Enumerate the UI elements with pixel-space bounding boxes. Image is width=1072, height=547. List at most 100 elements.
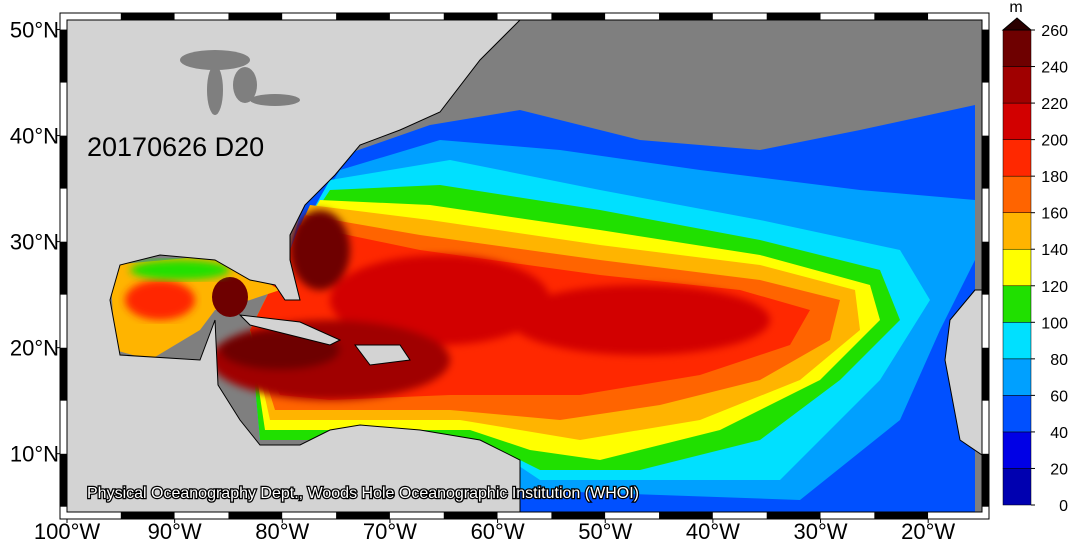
frame-stripe — [389, 13, 444, 20]
land-hispaniola — [354, 344, 411, 366]
frame-stripe — [982, 453, 989, 507]
frame-stripe — [659, 13, 713, 20]
frame-stripe — [766, 13, 821, 20]
frame-stripe — [982, 400, 989, 454]
frame-stripe — [982, 188, 989, 242]
frame-stripe — [60, 453, 67, 507]
frame-stripe — [443, 13, 498, 20]
date-label: 20170626 D20 — [87, 132, 264, 162]
map-area — [67, 20, 982, 512]
y-tick-label: 20°N — [10, 336, 59, 361]
frame-stripe — [389, 512, 444, 519]
colorbar-tick-label: 140 — [1041, 242, 1068, 259]
y-tick-label: 50°N — [10, 18, 59, 43]
colorbar-segment — [1002, 175, 1032, 213]
land-africa — [944, 289, 982, 456]
frame-stripe — [60, 82, 67, 136]
frame-stripe — [982, 347, 989, 401]
map-frame — [59, 12, 990, 520]
y-tick-label: 10°N — [10, 442, 59, 467]
frame-stripe — [982, 241, 989, 295]
frame-stripe — [228, 13, 283, 20]
colorbar-tick-label: 80 — [1050, 352, 1068, 369]
frame-stripe — [874, 512, 929, 519]
x-tick-label: 100°W — [34, 519, 101, 542]
frame-stripe — [228, 512, 283, 519]
frame-stripe — [820, 13, 875, 20]
colorbar-segment — [1002, 431, 1032, 469]
frame-stripe — [659, 512, 713, 519]
heat-field — [110, 105, 975, 512]
colorbar-segment — [1002, 139, 1032, 177]
colorbar-tick-label: 100 — [1041, 315, 1068, 332]
y-tick-label: 30°N — [10, 230, 59, 255]
frame-stripe — [712, 13, 767, 20]
colorbar-tick-label: 160 — [1041, 206, 1068, 223]
x-tick-label: 50°W — [578, 519, 632, 542]
frame-stripe — [60, 20, 67, 30]
colorbar-over-arrow — [1001, 17, 1033, 31]
x-tick-label: 80°W — [255, 519, 309, 542]
x-tick-label: 30°W — [794, 519, 848, 542]
colorbar-unit: m — [1009, 0, 1022, 16]
frame-stripe — [174, 512, 229, 519]
frame-stripe — [982, 20, 989, 30]
colorbar-tick-label: 200 — [1041, 133, 1068, 150]
frame-stripe — [60, 347, 67, 401]
colorbar-segment — [1002, 66, 1032, 104]
colorbar-tick-label: 0 — [1059, 498, 1068, 515]
frame-stripe — [174, 13, 229, 20]
frame-stripe — [928, 13, 982, 20]
x-tick-label: 40°W — [686, 519, 740, 542]
y-tick-label: 40°N — [10, 124, 59, 149]
colorbar-tick-label: 180 — [1041, 169, 1068, 186]
colorbar-segment — [1002, 468, 1032, 506]
frame-outline — [59, 12, 990, 520]
colorbar-segment — [1002, 102, 1032, 140]
colorbar-tick-label: 260 — [1041, 23, 1068, 40]
frame-stripe — [605, 13, 660, 20]
colorbar-segment — [1002, 29, 1032, 67]
frame-stripe — [60, 29, 67, 83]
frame-stripe — [120, 13, 175, 20]
frame-stripe — [928, 512, 982, 519]
frame-stripe — [874, 13, 929, 20]
frame-stripe — [60, 241, 67, 295]
colorbar-tick-label: 120 — [1041, 279, 1068, 296]
frame-stripe — [605, 512, 660, 519]
credit: Physical Oceanography Dept., Woods Hole … — [87, 485, 639, 502]
colorbar-tick-label: 60 — [1050, 388, 1068, 405]
frame-stripe — [67, 13, 121, 20]
frame-stripe — [60, 294, 67, 348]
frame-stripe — [982, 29, 989, 83]
colorbar-segment — [1002, 285, 1032, 323]
frame-stripe — [497, 13, 552, 20]
frame-stripe — [282, 13, 337, 20]
frame-stripe — [60, 400, 67, 454]
colorbar: 0 20 40 60 80 100 120 140 160 180 200 220 240 260 — [1001, 17, 1068, 515]
frame-stripe — [982, 82, 989, 136]
x-tick-label: 90°W — [148, 519, 202, 542]
frame-stripe — [766, 512, 821, 519]
frame-stripe — [336, 13, 390, 20]
frame-stripe — [60, 506, 67, 512]
land-cuba — [238, 314, 342, 346]
frame-stripe — [982, 135, 989, 189]
colorbar-tick-label: 240 — [1041, 60, 1068, 77]
colorbar-tick-label: 40 — [1050, 425, 1068, 442]
colorbar-tick-label: 220 — [1041, 96, 1068, 113]
colorbar-segment — [1002, 322, 1032, 360]
frame-stripe — [497, 512, 552, 519]
frame-stripe — [443, 512, 498, 519]
colorbar-segment — [1002, 248, 1032, 287]
frame-stripe — [551, 512, 606, 519]
colorbar-tick-label: 20 — [1050, 461, 1068, 478]
frame-stripe — [60, 135, 67, 189]
frame-stripe — [282, 512, 337, 519]
frame-stripe — [712, 512, 767, 519]
colorbar-segment — [1002, 395, 1032, 433]
frame-stripe — [60, 188, 67, 242]
land-americas — [67, 20, 521, 512]
frame-stripe — [820, 512, 875, 519]
x-tick-label: 20°W — [901, 519, 955, 542]
